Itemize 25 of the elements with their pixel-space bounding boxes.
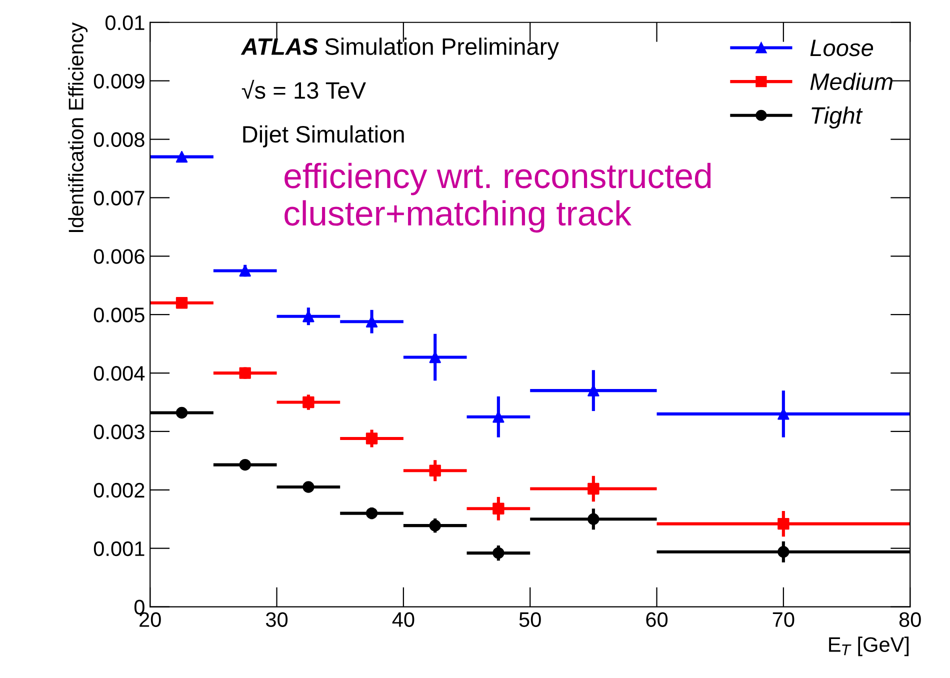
- annotation: √s = 13 TeV: [242, 80, 366, 99]
- y-tick-label: 0.01: [106, 15, 144, 30]
- y-axis-title: Identification Efficiency: [68, 22, 88, 232]
- x-tick-label: 30: [266, 612, 288, 627]
- x-tick-label: 60: [646, 612, 668, 627]
- y-tick-label: 0.002: [94, 482, 144, 498]
- y-tick-label: 0.003: [94, 424, 144, 440]
- x-tick-label: 50: [519, 612, 541, 627]
- y-tick-label: 0.004: [94, 366, 145, 381]
- y-tick-label: 0.005: [94, 308, 144, 322]
- annotation: Dijet Simulation: [243, 125, 404, 148]
- annotation: ATLAS Simulation Preliminary: [240, 38, 559, 60]
- y-tick-label: 0.008: [94, 132, 144, 148]
- annotation: efficiency wrt. reconstructed cluster+matching track: [284, 162, 711, 233]
- y-tick-label: 0.006: [94, 249, 144, 264]
- x-axis-title: E$_{T}$ [GeV]: [829, 636, 909, 656]
- x-tick-label: 40: [392, 612, 414, 627]
- legend-label: Tight: [812, 106, 863, 129]
- y-tick-label: 0.009: [94, 74, 144, 89]
- legend-label: Loose: [810, 40, 874, 56]
- x-tick-label: 80: [899, 612, 921, 627]
- legend-label: Medium: [810, 72, 892, 90]
- y-tick-label: 0.001: [94, 541, 144, 556]
- y-tick-label: 0.007: [94, 190, 144, 206]
- x-tick-label: 70: [772, 612, 794, 627]
